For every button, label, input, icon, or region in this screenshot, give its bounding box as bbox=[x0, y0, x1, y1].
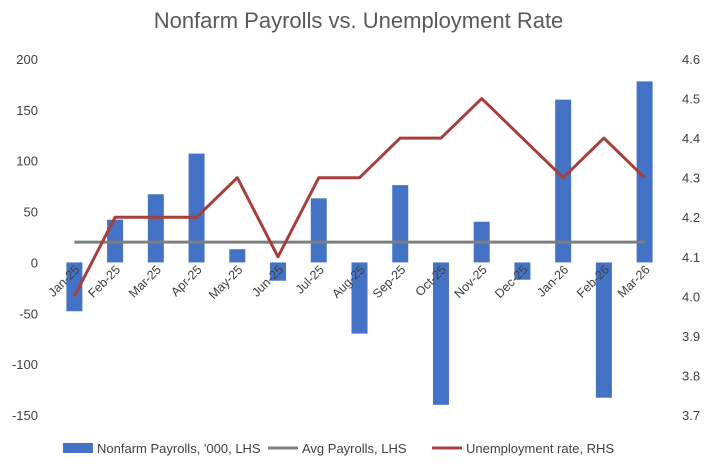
right-axis-tick-label: 3.9 bbox=[682, 329, 700, 344]
left-axis-tick-label: 0 bbox=[31, 255, 38, 270]
payroll-bar bbox=[595, 262, 612, 398]
payroll-bar bbox=[229, 249, 246, 263]
category-label: Jul-25 bbox=[293, 263, 327, 297]
right-axis-tick-label: 4.4 bbox=[682, 131, 700, 146]
category-label: Jan-26 bbox=[534, 263, 571, 300]
legend-label: Avg Payrolls, LHS bbox=[302, 441, 407, 456]
left-axis-tick-label: 200 bbox=[16, 52, 38, 67]
right-axis-tick-label: 4.2 bbox=[682, 210, 700, 225]
category-label: May-25 bbox=[206, 263, 245, 302]
legend-label: Nonfarm Payrolls, '000, LHS bbox=[97, 441, 261, 456]
category-label: Jun-25 bbox=[249, 263, 286, 300]
payroll-bar bbox=[555, 99, 572, 263]
left-axis-tick-label: -150 bbox=[12, 408, 38, 423]
payroll-bar bbox=[188, 153, 205, 263]
right-axis-tick-label: 3.7 bbox=[682, 408, 700, 423]
payroll-bar bbox=[432, 262, 449, 405]
payroll-bar bbox=[310, 198, 327, 263]
category-label: Sep-25 bbox=[370, 263, 408, 301]
left-axis-tick-label: 150 bbox=[16, 103, 38, 118]
category-label: Feb-25 bbox=[85, 263, 123, 301]
left-axis-tick-label: -100 bbox=[12, 357, 38, 372]
category-label: Nov-25 bbox=[451, 263, 489, 301]
right-axis-tick-label: 4.5 bbox=[682, 92, 700, 107]
payroll-bar bbox=[636, 81, 653, 263]
left-axis-tick-label: -50 bbox=[19, 306, 38, 321]
payroll-bar bbox=[514, 262, 531, 280]
left-axis-tick-label: 50 bbox=[24, 205, 38, 220]
category-label: Apr-25 bbox=[168, 263, 204, 299]
right-axis-tick-label: 4.6 bbox=[682, 52, 700, 67]
payroll-bar bbox=[147, 194, 164, 263]
category-label: Dec-25 bbox=[492, 263, 530, 301]
category-label: Mar-26 bbox=[615, 263, 653, 301]
payroll-bar bbox=[270, 262, 287, 281]
payroll-bar bbox=[351, 262, 368, 334]
right-axis-tick-label: 4.0 bbox=[682, 289, 700, 304]
right-axis-tick-label: 4.1 bbox=[682, 250, 700, 265]
payroll-bar bbox=[392, 185, 409, 263]
right-axis-tick-label: 4.3 bbox=[682, 171, 700, 186]
payroll-bar bbox=[66, 262, 83, 312]
chart-title: Nonfarm Payrolls vs. Unemployment Rate bbox=[153, 8, 564, 33]
category-label: Mar-25 bbox=[126, 263, 164, 301]
left-axis-tick-label: 100 bbox=[16, 154, 38, 169]
legend-label: Unemployment rate, RHS bbox=[466, 441, 614, 456]
legend-swatch-bar bbox=[63, 443, 93, 453]
right-axis-tick-label: 3.8 bbox=[682, 368, 700, 383]
